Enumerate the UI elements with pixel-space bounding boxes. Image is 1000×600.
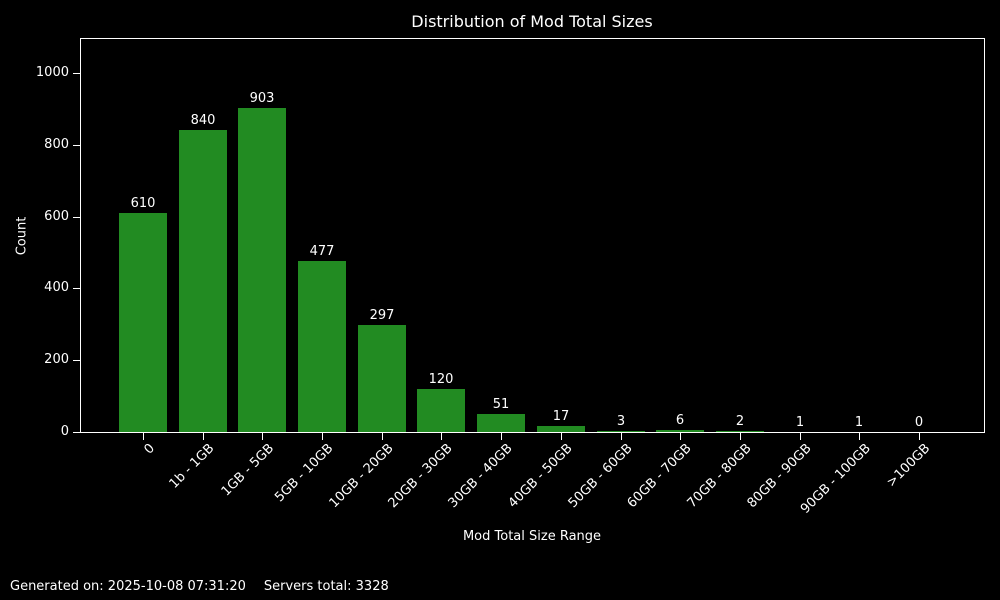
y-tick-label: 1000 [35, 65, 69, 80]
bar-value-label: 610 [130, 196, 156, 211]
bar-value-label: 2 [735, 414, 745, 429]
x-tick [143, 433, 144, 440]
y-tick [73, 217, 80, 218]
x-tick [262, 433, 263, 440]
bar-value-label: 0 [914, 415, 924, 430]
x-tick [203, 433, 204, 440]
x-tick-label-text: 1GB - 5GB [218, 441, 277, 500]
bar [238, 108, 286, 432]
x-tick-label-text: 5GB - 10GB [272, 441, 337, 506]
y-tick [73, 360, 80, 361]
x-tick [561, 433, 562, 440]
bar-value-label: 1 [854, 415, 864, 430]
y-tick [73, 288, 80, 289]
bar [537, 426, 585, 432]
plot-area [80, 38, 985, 433]
servers-total-text: Servers total: 3328 [263, 579, 389, 594]
bar [716, 431, 764, 432]
y-tick-label: 0 [60, 424, 69, 439]
x-tick [859, 433, 860, 440]
x-tick-label-text: >100GB [884, 441, 934, 491]
bar [179, 130, 227, 432]
bar-value-label: 903 [249, 91, 275, 106]
x-tick [740, 433, 741, 440]
chart-title: Distribution of Mod Total Sizes [411, 12, 653, 31]
bar-value-label: 297 [369, 308, 395, 323]
bar [597, 431, 645, 432]
bar-value-label: 6 [675, 413, 685, 428]
bar [477, 414, 525, 432]
x-tick [501, 433, 502, 440]
y-tick-label: 200 [44, 352, 69, 367]
bar-value-label: 840 [190, 113, 216, 128]
x-tick-label-text: 0 [141, 441, 158, 458]
y-tick [73, 145, 80, 146]
bar-value-label: 477 [309, 244, 335, 259]
bar-value-label: 51 [492, 397, 510, 412]
bar-value-label: 1 [795, 415, 805, 430]
bar [298, 261, 346, 432]
y-tick-label: 600 [44, 209, 69, 224]
bar-value-label: 3 [616, 414, 626, 429]
bar [358, 325, 406, 432]
x-tick [919, 433, 920, 440]
y-tick-label: 800 [44, 137, 69, 152]
y-tick-label: 400 [44, 280, 69, 295]
x-axis-label: Mod Total Size Range [462, 529, 602, 544]
bar-value-label: 120 [428, 372, 454, 387]
bar [656, 430, 704, 432]
bar [119, 213, 167, 432]
x-tick [441, 433, 442, 440]
x-tick-label-text: 1b - 1GB [166, 441, 218, 492]
bar [417, 389, 465, 432]
x-tick [382, 433, 383, 440]
x-tick [322, 433, 323, 440]
footer: Generated on: 2025-10-08 07:31:20 Servers… [10, 579, 389, 595]
y-tick [73, 73, 80, 74]
y-tick [73, 432, 80, 433]
x-tick [680, 433, 681, 440]
y-axis-label: Count [14, 216, 30, 256]
x-tick [800, 433, 801, 440]
generated-on-text: Generated on: 2025-10-08 07:31:20 [10, 579, 246, 594]
bar-value-label: 17 [552, 409, 570, 424]
x-tick [621, 433, 622, 440]
